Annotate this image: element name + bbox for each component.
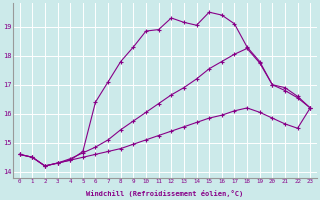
X-axis label: Windchill (Refroidissement éolien,°C): Windchill (Refroidissement éolien,°C) <box>86 190 244 197</box>
